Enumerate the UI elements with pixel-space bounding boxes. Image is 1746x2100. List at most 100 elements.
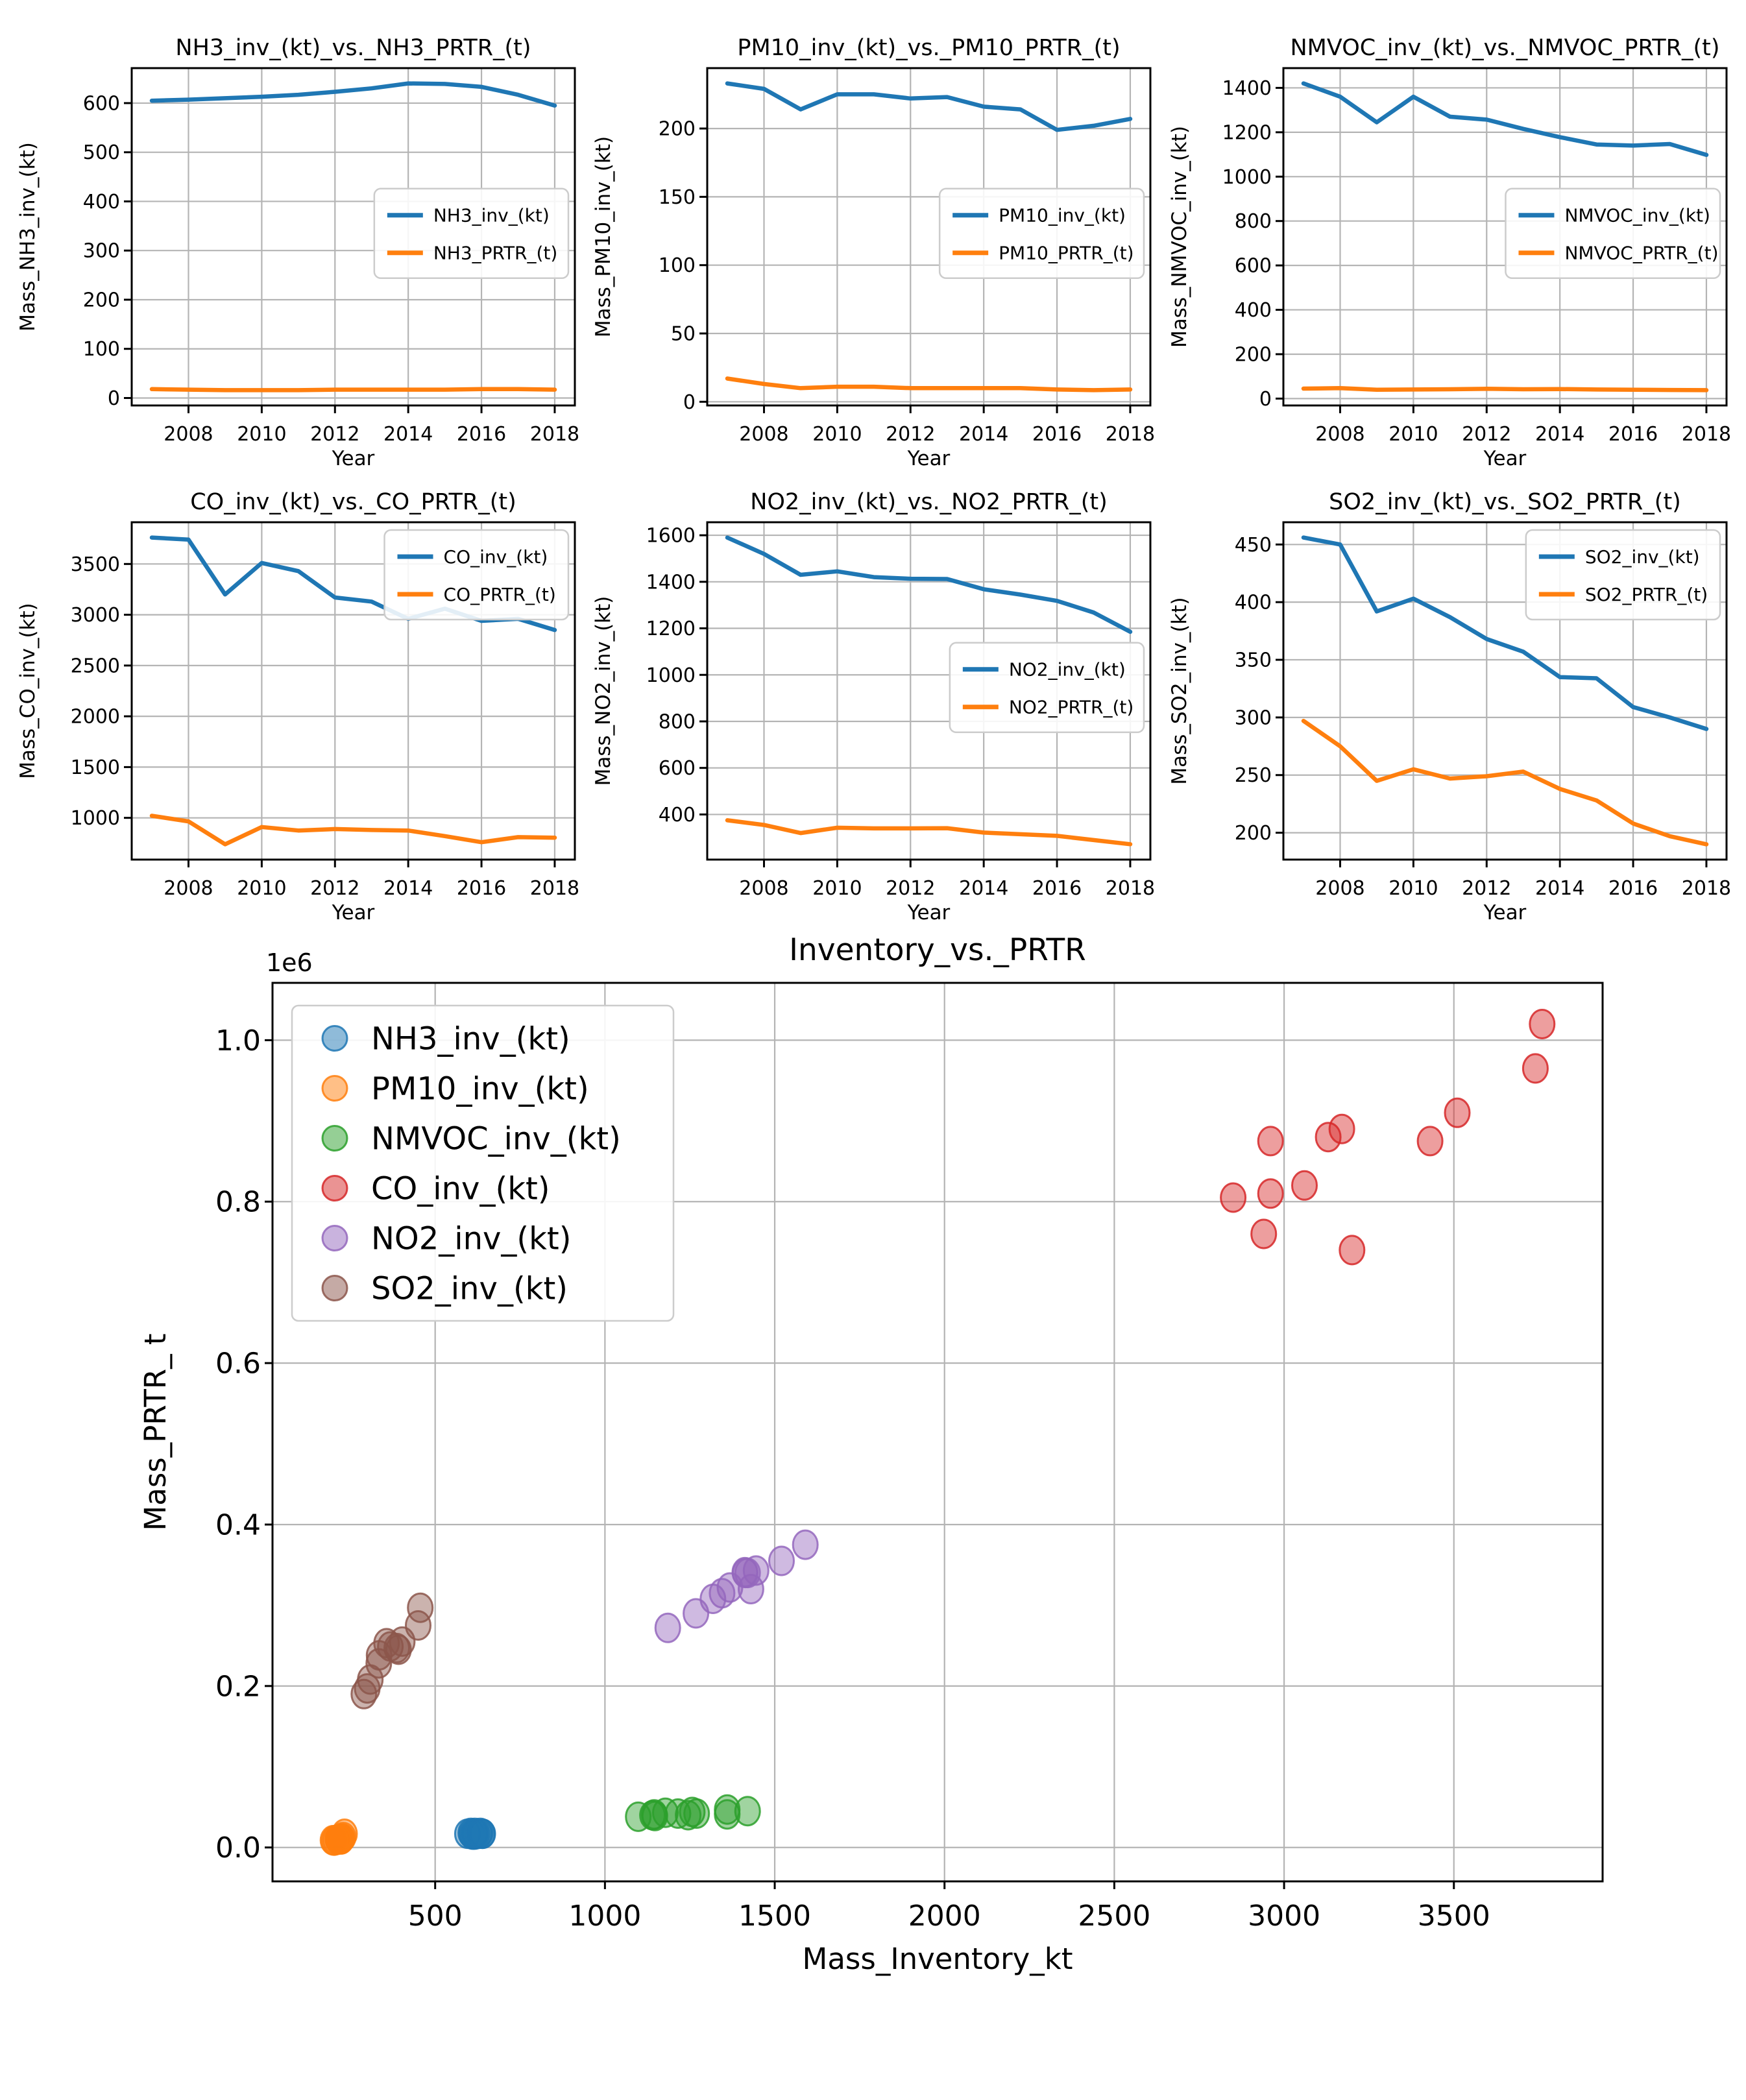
so2-series-line-0 xyxy=(1301,535,1709,731)
co-ylabel: Mass_CO_inv_(kt) xyxy=(16,603,40,779)
scatter-point xyxy=(742,1555,770,1586)
so2-ylabel: Mass_SO2_inv_(kt) xyxy=(1168,597,1191,784)
svg-text:2018: 2018 xyxy=(1682,423,1731,446)
svg-text:2016: 2016 xyxy=(1032,423,1082,446)
svg-text:2018: 2018 xyxy=(1682,877,1731,900)
scatter-point xyxy=(731,1556,758,1587)
svg-text:2014: 2014 xyxy=(959,877,1008,900)
no2-legend-entry-0: NO2_inv_(kt) xyxy=(962,659,1126,681)
chart-no2: 2008 2010 2012 2014 2016 2018 400 600 800 1000 120… xyxy=(592,489,1155,924)
nh3-xlabel: Year xyxy=(332,447,375,470)
so2-title: SO2_inv_(kt)_vs._SO2_PRTR_(t) xyxy=(1329,489,1681,515)
svg-text:2012: 2012 xyxy=(310,423,359,446)
scatter-legend-entry-0: NH3_inv_(kt) xyxy=(321,1020,570,1057)
no2-title: NO2_inv_(kt)_vs._NO2_PRTR_(t) xyxy=(750,489,1108,515)
chart-scatter: 500 1000 1500 2000 2500 3000 35000.00.20.40.60… xyxy=(138,932,1604,1976)
nh3-tick-marks xyxy=(124,102,556,413)
scatter-point xyxy=(461,1817,489,1848)
svg-text:2010: 2010 xyxy=(812,423,862,446)
svg-text:300: 300 xyxy=(83,240,120,263)
no2-legend-label-0: NO2_inv_(kt) xyxy=(1009,659,1126,681)
legend-marker-icon xyxy=(321,1275,348,1301)
scatter-point xyxy=(1257,1178,1284,1209)
svg-text:200: 200 xyxy=(1235,822,1272,845)
svg-text:2500: 2500 xyxy=(71,655,120,677)
svg-text:2016: 2016 xyxy=(1608,423,1658,446)
scatter-title: Inventory_vs._PRTR xyxy=(789,932,1086,968)
svg-text:50: 50 xyxy=(671,323,696,346)
pm10-legend-label-1: PM10_PRTR_(t) xyxy=(999,243,1134,264)
co-legend-label-1: CO_PRTR_(t) xyxy=(444,584,556,605)
co-frame xyxy=(130,521,576,861)
svg-text:400: 400 xyxy=(1235,592,1272,614)
scatter-legend-label-2: NMVOC_inv_(kt) xyxy=(371,1120,621,1157)
svg-text:1000: 1000 xyxy=(71,807,120,830)
so2-x-tick-labels: 2008 2010 2012 2014 2016 2018 xyxy=(1315,877,1731,900)
so2-legend: SO2_inv_(kt) SO2_PRTR_(t) xyxy=(1525,529,1721,621)
scatter-point xyxy=(679,1796,706,1828)
legend-marker-icon xyxy=(321,1025,348,1052)
so2-legend-entry-1: SO2_PRTR_(t) xyxy=(1538,584,1708,605)
legend-marker-icon xyxy=(321,1075,348,1102)
pm10-title: PM10_inv_(kt)_vs._PM10_PRTR_(t) xyxy=(737,35,1120,61)
svg-text:2000: 2000 xyxy=(71,706,120,729)
scatter-legend-label-0: NH3_inv_(kt) xyxy=(371,1020,570,1057)
svg-text:3000: 3000 xyxy=(71,604,120,627)
scatter-frame xyxy=(271,982,1604,1883)
pm10-series-line-1 xyxy=(725,376,1133,392)
svg-text:1400: 1400 xyxy=(1222,77,1272,100)
legend-marker-icon xyxy=(321,1175,348,1201)
svg-text:2010: 2010 xyxy=(812,877,862,900)
svg-text:1500: 1500 xyxy=(71,756,120,779)
svg-text:2012: 2012 xyxy=(1462,423,1511,446)
svg-text:2014: 2014 xyxy=(383,423,433,446)
svg-text:100: 100 xyxy=(83,338,120,361)
co-series-line-0 xyxy=(149,535,557,633)
pm10-legend-label-0: PM10_inv_(kt) xyxy=(999,205,1126,226)
pm10-y-tick-labels: 0 50 100 150 200 xyxy=(659,118,696,414)
so2-legend-label-1: SO2_PRTR_(t) xyxy=(1585,584,1708,605)
svg-text:2008: 2008 xyxy=(1315,423,1364,446)
scatter-legend-label-3: CO_inv_(kt) xyxy=(371,1170,550,1207)
scatter-ylabel: Mass_PRTR_ t xyxy=(138,1333,173,1530)
svg-text:200: 200 xyxy=(83,289,120,311)
nmvoc-y-tick-labels: 0 200 400 600 800 1000 1200 1400 xyxy=(1222,77,1272,411)
co-legend-label-0: CO_inv_(kt) xyxy=(444,546,548,568)
svg-text:1600: 1600 xyxy=(646,525,696,548)
co-xlabel: Year xyxy=(332,901,375,924)
pm10-x-tick-labels: 2008 2010 2012 2014 2016 2018 xyxy=(739,423,1155,446)
scatter-legend: NH3_inv_(kt) PM10_inv_(kt) NMVOC_inv_(kt) C… xyxy=(291,1004,675,1322)
co-legend-entry-0: CO_inv_(kt) xyxy=(397,546,548,568)
svg-text:2012: 2012 xyxy=(1462,877,1511,900)
svg-text:0: 0 xyxy=(108,387,120,410)
nmvoc-tick-marks xyxy=(1276,86,1708,413)
nh3-legend-label-0: NH3_inv_(kt) xyxy=(433,205,550,226)
svg-text:0.2: 0.2 xyxy=(215,1670,261,1703)
nmvoc-series-line-1 xyxy=(1301,386,1709,392)
nh3-legend: NH3_inv_(kt) NH3_PRTR_(t) xyxy=(373,187,570,280)
svg-text:2016: 2016 xyxy=(1032,877,1082,900)
svg-text:2018: 2018 xyxy=(1106,423,1155,446)
svg-text:1000: 1000 xyxy=(1222,166,1272,189)
svg-text:2008: 2008 xyxy=(739,423,788,446)
svg-text:2008: 2008 xyxy=(1315,877,1364,900)
chart-so2: 2008 2010 2012 2014 2016 2018 200 250 300 350 400 4… xyxy=(1168,489,1731,924)
so2-xlabel: Year xyxy=(1483,901,1527,924)
svg-text:350: 350 xyxy=(1235,649,1272,672)
svg-text:2008: 2008 xyxy=(739,877,788,900)
svg-text:0.6: 0.6 xyxy=(215,1347,261,1381)
co-series-line-1 xyxy=(149,814,557,847)
scatter-point xyxy=(714,1799,741,1830)
nmvoc-frame xyxy=(1282,67,1728,407)
scatter-legend-label-5: SO2_inv_(kt) xyxy=(371,1270,568,1307)
svg-text:600: 600 xyxy=(83,92,120,115)
scatter-point xyxy=(322,1825,349,1855)
scatter-offset-text: 1e6 xyxy=(266,948,313,977)
svg-text:2012: 2012 xyxy=(886,423,935,446)
svg-text:1.0: 1.0 xyxy=(215,1024,261,1057)
svg-text:200: 200 xyxy=(1235,343,1272,366)
scatter-points-3 xyxy=(1220,1009,1556,1266)
scatter-legend-entry-4: NO2_inv_(kt) xyxy=(321,1220,571,1257)
